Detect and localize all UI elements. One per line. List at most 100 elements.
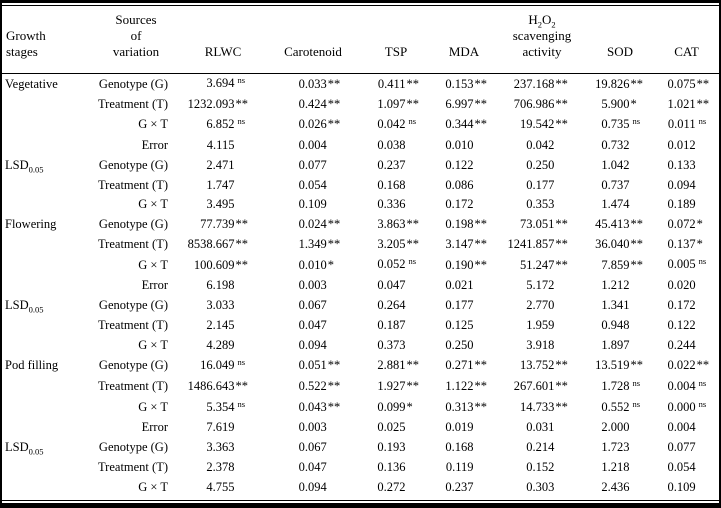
carotenoid-value-cell: 0.003 [298, 278, 327, 293]
carotenoid-value-cell: 0.067 [298, 297, 327, 312]
mda-value-cell: 0.019 [445, 420, 474, 435]
h2o2-scavenging-value-cell: 13.752 ** [519, 358, 568, 373]
h2o2-scavenging-value-cell: 0.177 [526, 177, 555, 192]
growth-stage-cell [2, 176, 90, 196]
growth-stage-cell [2, 418, 90, 438]
mda-value-cell: 0.122 [445, 157, 474, 172]
cat-value-cell: 0.137 * [667, 237, 703, 252]
source-of-variation-cell: Genotype (G) [98, 76, 168, 91]
mda-value-cell: 0.177 [445, 297, 474, 312]
cat-value-cell: 0.122 [667, 317, 696, 332]
growth-stage-cell [2, 336, 90, 356]
rlwc-value-cell: 3.033 [206, 297, 235, 312]
carotenoid-value-cell: 1.349 ** [298, 237, 341, 252]
h2o2-scavenging-value-cell: 51.247 ** [519, 257, 568, 272]
rlwc-value-cell: 2.471 [206, 157, 235, 172]
table-row: Pod filling Genotype (G) 16.049 ns 0.051 ** 2.… [2, 356, 719, 377]
table-body: Vegetative Genotype (G) 3.694 ns 0.033 ** 0.41… [2, 74, 719, 499]
mda-value-cell: 0.010 [445, 137, 474, 152]
sod-value-cell: 0.732 [601, 137, 630, 152]
carotenoid-value-cell: 0.094 [298, 337, 327, 352]
carotenoid-value-cell: 0.043 ** [298, 400, 341, 414]
source-of-variation-cell: G × T [138, 197, 168, 212]
tsp-value-cell: 0.052 ns [377, 256, 417, 272]
sod-value-cell: 1.897 [601, 337, 630, 352]
mda-value-cell: 3.147 ** [445, 237, 488, 252]
carotenoid-value-cell: 0.003 [298, 420, 327, 435]
cat-value-cell: 1.021 ** [667, 96, 710, 111]
cat-value-cell: 0.022 ** [667, 358, 710, 373]
rlwc-value-cell: 6.852 ns [206, 115, 246, 131]
bottom-thick-rule [2, 503, 719, 508]
header-line: activity [522, 44, 562, 59]
carotenoid-value-cell: 0.010 * [298, 257, 334, 272]
table-row: Vegetative Genotype (G) 3.694 ns 0.033 ** 0.41… [2, 74, 719, 95]
rlwc-value-cell: 7.619 [206, 420, 235, 435]
top-rule-gap [2, 3, 719, 5]
cat-value-cell: 0.020 [667, 278, 696, 293]
cat-value-cell: 0.077 [667, 440, 696, 455]
source-of-variation-cell: Error [141, 420, 168, 435]
carotenoid-value-cell: 0.067 [298, 440, 327, 455]
carotenoid-value-cell: 0.424 ** [298, 96, 341, 111]
sod-value-cell: 0.552 ns [601, 398, 641, 414]
source-of-variation-cell: G × T [138, 480, 168, 495]
rlwc-value-cell: 4.755 [206, 480, 235, 495]
col-header-sources-of-variation: Sources of variation [90, 6, 182, 74]
table-row: G × T 3.495 0.109 0.336 0.172 0.353 1.474 0.189 [2, 195, 719, 215]
h2o2-scavenging-value-cell: 14.733 ** [519, 400, 568, 414]
mda-value-cell: 0.344 ** [445, 117, 488, 132]
growth-stage-cell [2, 136, 90, 156]
tsp-value-cell: 0.272 [377, 480, 406, 495]
tsp-value-cell: 3.205 ** [377, 237, 420, 252]
carotenoid-value-cell: 0.004 [298, 137, 327, 152]
rlwc-value-cell: 1232.093 ** [187, 96, 248, 111]
table-row: LSD0.05 Genotype (G) 3.033 0.067 0.264 0.177 2… [2, 296, 719, 316]
mda-value-cell: 0.172 [445, 197, 474, 212]
mda-value-cell: 0.086 [445, 177, 474, 192]
sod-value-cell: 36.040 ** [595, 237, 644, 252]
h2o2-scavenging-value-cell: 237.168 ** [513, 76, 568, 91]
table-row: Error 6.198 0.003 0.047 0.021 5.172 1.212 0.020 [2, 276, 719, 296]
table-row: G × T 5.354 ns 0.043 ** 0.099 * 0.313 ** 14.733 **… [2, 398, 719, 419]
sod-value-cell: 1.723 [601, 440, 630, 455]
cat-value-cell: 0.054 [667, 460, 696, 475]
tsp-value-cell: 0.168 [377, 177, 406, 192]
growth-stage-cell [2, 195, 90, 215]
growth-stage-cell [2, 458, 90, 478]
source-of-variation-cell: Genotype (G) [98, 217, 168, 232]
mda-value-cell: 0.119 [445, 460, 474, 475]
carotenoid-value-cell: 0.109 [298, 197, 327, 212]
mda-value-cell: 0.271 ** [445, 358, 488, 373]
cat-value-cell: 0.189 [667, 197, 696, 212]
rlwc-value-cell: 77.739 ** [200, 217, 248, 232]
cat-value-cell: 0.075 ** [667, 76, 710, 91]
h2o2-scavenging-value-cell: 3.918 [526, 337, 555, 352]
col-header-growth-stages: Growth stages [2, 6, 90, 74]
table-row: G × T 4.289 0.094 0.373 0.250 3.918 1.897 0.244 [2, 336, 719, 356]
source-of-variation-cell: Treatment (T) [97, 177, 168, 192]
carotenoid-value-cell: 0.051 ** [298, 358, 341, 373]
sod-value-cell: 0.737 [601, 177, 630, 192]
growth-stage-cell [2, 255, 90, 276]
source-of-variation-cell: G × T [138, 257, 168, 272]
h2o2-scavenging-value-cell: 0.031 [526, 420, 555, 435]
carotenoid-value-cell: 0.024 ** [298, 217, 341, 232]
cat-value-cell: 0.005 ns [667, 256, 707, 272]
table-row: Treatment (T) 2.145 0.047 0.187 0.125 1.959 0.… [2, 316, 719, 336]
cat-value-cell: 0.000 ns [667, 398, 707, 414]
h2o2-scavenging-value-cell: 5.172 [526, 278, 555, 293]
tsp-value-cell: 0.038 [377, 137, 406, 152]
rlwc-value-cell: 5.354 ns [206, 398, 246, 414]
table-row: G × T 6.852 ns 0.026 ** 0.042 ns 0.344 ** 19.542 *… [2, 115, 719, 136]
tsp-value-cell: 0.136 [377, 460, 406, 475]
h2o2-scavenging-value-cell: 0.353 [526, 197, 555, 212]
sod-value-cell: 1.728 ns [601, 377, 641, 393]
table-row: Treatment (T) 1232.093 ** 0.424 ** 1.097 ** 6.9… [2, 95, 719, 115]
header-line: stages [6, 44, 38, 59]
h2o2-scavenging-value-cell: 0.214 [526, 440, 555, 455]
source-of-variation-cell: Treatment (T) [97, 317, 168, 332]
mda-value-cell: 0.190 ** [445, 257, 488, 272]
rlwc-value-cell: 4.289 [206, 337, 235, 352]
